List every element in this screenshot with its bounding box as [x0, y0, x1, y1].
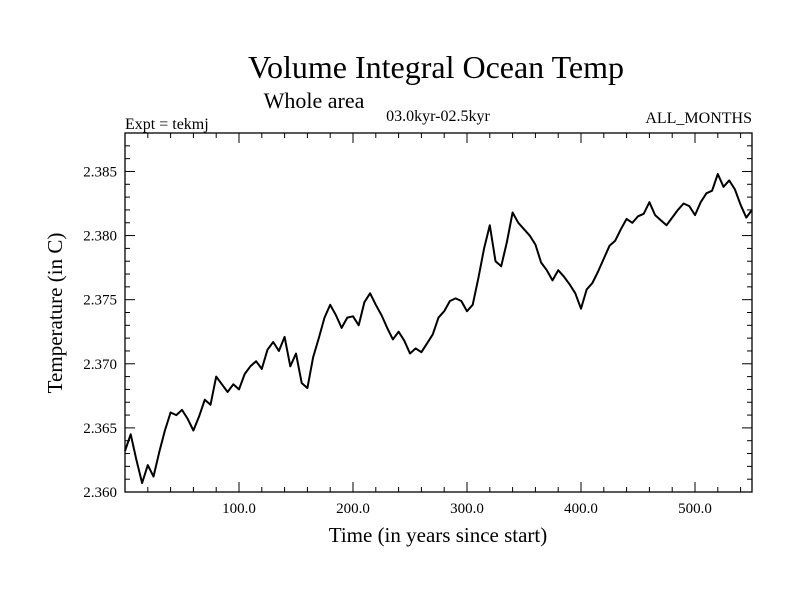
- x-tick-label: 400.0: [564, 501, 598, 517]
- x-tick-label: 200.0: [336, 501, 370, 517]
- y-tick-label: 2.370: [83, 357, 117, 373]
- temperature-series-line: [124, 173, 753, 484]
- period-label: 03.0kyr-02.5kyr: [386, 108, 490, 125]
- y-tick-label: 2.380: [83, 229, 117, 245]
- x-tick-label: 300.0: [450, 501, 484, 517]
- experiment-label: Expt = tekmj: [125, 116, 209, 133]
- axis-ticks: [125, 133, 752, 493]
- chart-subtitle: Whole area: [264, 88, 365, 113]
- x-axis-label: Time (in years since start): [329, 523, 548, 547]
- x-tick-label: 500.0: [678, 501, 712, 517]
- y-tick-label: 2.385: [83, 164, 117, 180]
- months-label: ALL_MONTHS: [645, 110, 752, 127]
- chart-title: Volume Integral Ocean Temp: [248, 49, 624, 85]
- plot-frame: [124, 132, 753, 493]
- y-axis-label: Temperature (in C): [43, 233, 67, 394]
- y-tick-label: 2.365: [83, 421, 117, 437]
- axis-tick-labels: 100.0 200.0 300.0 400.0 500.0 2.360 2.365 2.370…: [83, 164, 712, 517]
- y-tick-label: 2.375: [83, 293, 117, 309]
- y-tick-label: 2.360: [83, 485, 117, 501]
- x-tick-label: 100.0: [222, 501, 256, 517]
